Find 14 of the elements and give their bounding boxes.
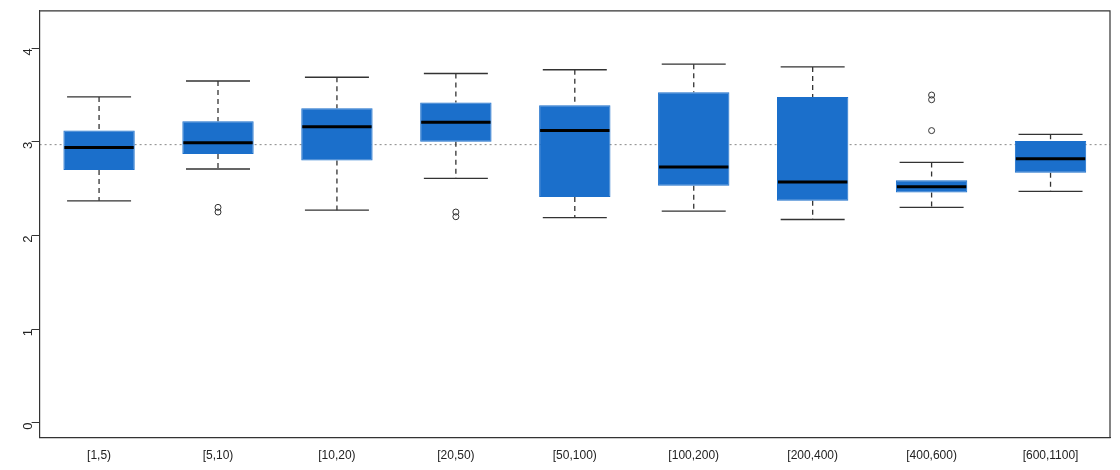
y-tick-label: 0 [20, 422, 36, 430]
y-tick-label: 2 [20, 235, 36, 243]
x-tick-label: [1,5) [87, 448, 112, 463]
x-tick-label: [200,400) [787, 448, 839, 463]
y-tick-label: 4 [20, 48, 36, 56]
x-tick-label: [100,200) [668, 448, 720, 463]
x-tick-label: [600,1100] [1022, 448, 1079, 463]
x-tick-label: [50,100) [552, 448, 597, 463]
x-tick-label: [10,20) [318, 448, 356, 463]
x-tick-label: [20,50) [437, 448, 475, 463]
y-tick-label: 1 [20, 329, 36, 337]
y-tick-label: 3 [20, 141, 36, 150]
x-tick-label: [400,600) [906, 448, 957, 463]
x-tick-label: [5,10) [202, 448, 234, 463]
